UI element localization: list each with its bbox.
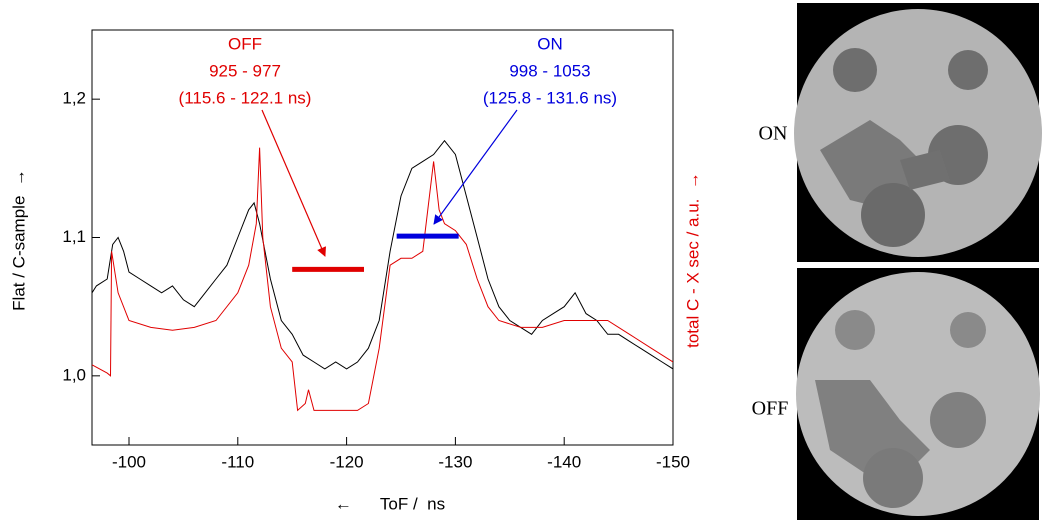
plot-area [92,139,673,412]
annotation: (125.8 - 131.6 ns) [483,88,617,107]
annotation: (115.6 - 122.1 ns) [179,88,312,107]
x-tick-label: -130 [438,452,472,471]
arrow [433,109,518,225]
data-line [92,147,673,412]
image-off [796,268,1040,520]
x-tick-label: -150 [656,452,690,471]
annotation: 998 - 1053 [509,61,590,80]
image-on [794,3,1042,262]
x-tick-label: -110 [221,452,254,471]
image-label: OFF [752,398,789,420]
y-tick-label: 1,1 [62,227,86,246]
x-axis-label: ← ToF / ns [335,494,445,513]
data-line [92,139,673,370]
x-tick-label: -100 [112,452,146,471]
annotation: 925 - 977 [209,61,281,80]
y-tick-label: 1,0 [62,365,86,384]
annotation: ON [537,34,563,53]
y-tick-label: 1,2 [62,89,86,108]
annotation: OFF [228,34,262,53]
x-tick-label: -140 [547,452,581,471]
image-label: ON [759,123,788,145]
x-tick-label: -120 [330,452,364,471]
arrow [261,109,326,257]
y-axis-label: Flat / C-sample → [9,169,28,311]
y2-axis-label: total C - X sec / a.u. → [683,172,702,348]
